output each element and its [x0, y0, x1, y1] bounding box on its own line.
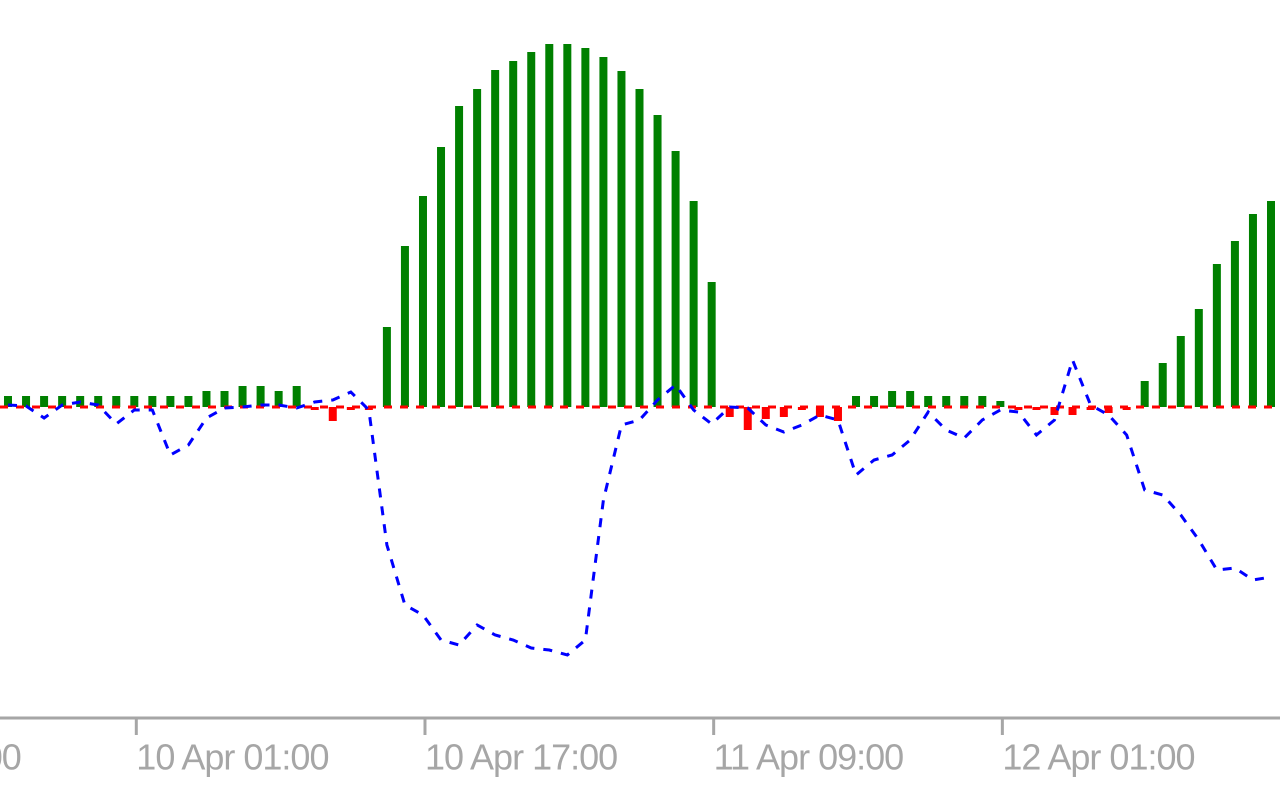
bar [22, 396, 31, 407]
bar [689, 201, 698, 407]
bar [527, 52, 536, 407]
x-tick-label: 10 Apr 01:00 [136, 737, 328, 778]
x-tick-label: 10 Apr 17:00 [425, 737, 617, 778]
bar [94, 396, 103, 407]
bar [238, 386, 247, 407]
bar [924, 396, 933, 407]
bar [707, 282, 716, 407]
bar [346, 407, 355, 410]
bar [509, 61, 518, 407]
bar [310, 407, 319, 410]
bar [1176, 336, 1185, 407]
bar [328, 407, 337, 421]
bar [4, 396, 12, 407]
bar [1230, 241, 1239, 407]
bar [870, 396, 879, 407]
bar [437, 147, 446, 407]
bar [815, 407, 824, 417]
bar [635, 89, 644, 407]
bar [112, 396, 121, 407]
bar [599, 57, 608, 407]
bar [1032, 407, 1041, 410]
bar [274, 391, 283, 407]
bar [166, 396, 175, 407]
bar [996, 401, 1005, 407]
bar [942, 396, 951, 407]
bar [1014, 407, 1023, 410]
x-tick-label: 9 Apr 09:00 [0, 737, 21, 778]
bar [563, 44, 572, 407]
bar [653, 115, 662, 407]
bar [491, 70, 500, 407]
x-tick-label: 12 Apr 01:00 [1002, 737, 1194, 778]
bar [292, 386, 301, 407]
bar [40, 396, 49, 407]
bar [761, 407, 770, 419]
bar [1158, 363, 1167, 407]
bar [1050, 407, 1059, 415]
bar [743, 407, 752, 430]
bar [1104, 407, 1113, 413]
bar [978, 396, 987, 407]
bar [888, 391, 897, 407]
bar [779, 407, 788, 417]
bar [1068, 407, 1077, 415]
bar [1248, 214, 1257, 407]
bar [671, 151, 680, 407]
bar [184, 396, 193, 407]
bar [256, 386, 265, 407]
bar [960, 396, 969, 407]
bar [418, 196, 427, 407]
bar [130, 396, 139, 407]
bar [833, 407, 842, 421]
bar [852, 396, 861, 407]
bar [58, 396, 67, 407]
bar [617, 71, 626, 407]
bar [202, 391, 211, 407]
x-tick-label: 11 Apr 09:00 [714, 737, 904, 778]
bar [1194, 309, 1203, 407]
bar [581, 48, 590, 407]
bar [1212, 264, 1221, 407]
bar [400, 246, 409, 407]
bar [382, 327, 391, 407]
bar [545, 44, 554, 407]
bar [220, 391, 229, 407]
bar [1140, 381, 1149, 407]
bar [455, 106, 464, 407]
bar [906, 391, 915, 407]
bar [725, 407, 734, 417]
bar [1267, 201, 1275, 407]
bar [148, 396, 157, 407]
bar [473, 89, 482, 407]
